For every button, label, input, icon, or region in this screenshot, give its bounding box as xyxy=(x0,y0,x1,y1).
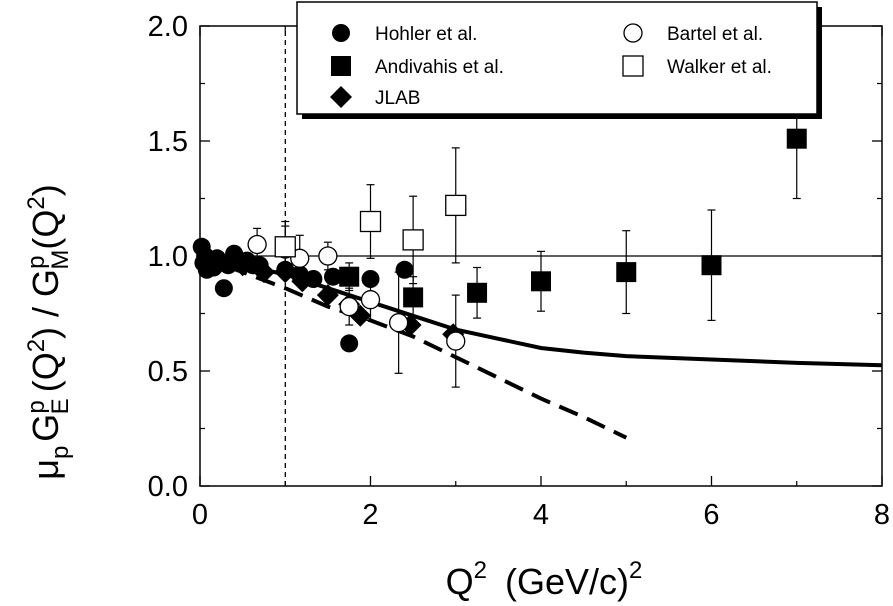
data-point-filled-square xyxy=(467,282,488,303)
y-axis-title: μpGpE(Q2) / GpM(Q2) xyxy=(23,184,74,480)
data-point-filled-square xyxy=(616,262,637,283)
legend-label: Walker et al. xyxy=(667,57,772,78)
y-tick-label: 1.0 xyxy=(148,241,188,273)
curve-dashed xyxy=(199,254,628,440)
data-point-filled-square xyxy=(531,271,551,292)
y-tick-label: 0.5 xyxy=(148,356,188,388)
legend-marker-filled-circle xyxy=(332,24,350,42)
legend-label: Andivahis et al. xyxy=(375,57,504,78)
legend-box xyxy=(296,1,818,115)
data-point-filled-circle xyxy=(340,334,359,353)
legend-marker-filled-diamond xyxy=(330,86,352,108)
legend-marker-open-circle xyxy=(623,23,643,43)
data-point-filled-circle xyxy=(323,267,342,286)
data-point-filled-diamond xyxy=(274,261,297,284)
x-axis-title: Q2 (GeV/c)2 xyxy=(446,557,643,602)
data-point-filled-circle xyxy=(361,270,380,288)
legend-label: Bartel et al. xyxy=(667,24,763,45)
data-point-filled-square xyxy=(339,266,360,287)
data-point-filled-square xyxy=(403,287,424,308)
data-point-open-circle xyxy=(360,290,381,310)
data-point-open-square xyxy=(359,210,382,233)
x-tick-label: 0 xyxy=(192,499,208,531)
y-tick-label: 2.0 xyxy=(148,11,188,43)
legend: Hohler et al. Andivahis et al. JLAB Bartel … xyxy=(296,1,822,119)
data-point-filled-diamond xyxy=(291,270,314,293)
y-tick-label: 1.5 xyxy=(148,126,188,158)
data-point-filled-square xyxy=(701,255,722,276)
data-point-open-circle xyxy=(446,331,466,351)
x-tick-label: 8 xyxy=(874,499,890,531)
data-markers xyxy=(192,128,807,353)
data-point-open-circle xyxy=(388,313,409,333)
y-tick-label: 0.0 xyxy=(148,471,188,503)
x-tick-label: 6 xyxy=(703,499,719,531)
x-tick-label: 2 xyxy=(362,499,378,531)
legend-marker-open-square xyxy=(622,55,644,77)
data-point-filled-diamond xyxy=(231,254,254,277)
data-point-open-square xyxy=(402,229,424,251)
legend-label: JLAB xyxy=(375,88,420,109)
legend-label: Hohler et al. xyxy=(375,24,477,45)
data-point-open-circle xyxy=(318,246,338,266)
data-point-filled-circle xyxy=(214,279,233,298)
legend-marker-filled-square xyxy=(331,56,351,76)
data-point-open-circle xyxy=(339,296,359,317)
data-point-filled-diamond xyxy=(316,284,339,307)
data-point-filled-square xyxy=(786,128,807,149)
data-point-open-circle xyxy=(247,234,267,255)
data-point-filled-diamond xyxy=(252,261,275,284)
axes: 0 2 4 6 8 0.0 0.5 1.0 1.5 2.0 xyxy=(148,11,890,531)
data-point-open-square xyxy=(274,236,296,258)
data-point-open-square xyxy=(445,194,467,217)
data-point-filled-circle xyxy=(395,260,414,279)
x-tick-label: 4 xyxy=(533,499,549,531)
